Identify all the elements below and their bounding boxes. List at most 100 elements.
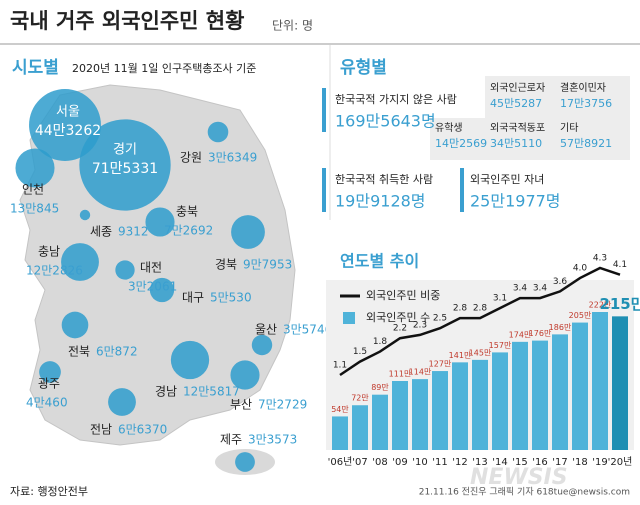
bar <box>352 405 368 450</box>
bar <box>612 316 628 450</box>
chart-title: 연도별 추이 <box>340 252 419 271</box>
x-tick-label: '13 <box>472 457 487 468</box>
x-tick-label: '20년 <box>608 456 633 468</box>
bar-label: 186만 <box>549 323 572 332</box>
region-bubble <box>231 215 265 249</box>
bar-label: 215만 <box>599 295 640 313</box>
line-label: 2.8 <box>453 304 468 314</box>
breakdown-value: 57만8921 <box>560 137 612 150</box>
region-name: 전남 <box>90 423 112 437</box>
x-tick-label: '15 <box>512 457 527 468</box>
accent-bar <box>322 168 326 212</box>
title: 국내 거주 외국인주민 현황 <box>10 9 244 33</box>
bar <box>332 416 348 450</box>
breakdown-label: 외국국적동포 <box>490 122 545 134</box>
legend-label: 외국인주민 수 <box>366 311 430 324</box>
line-label: 4.1 <box>613 260 627 270</box>
line-label: 3.4 <box>513 284 528 294</box>
line <box>339 266 621 377</box>
bar <box>432 371 448 450</box>
legend-swatch <box>343 312 355 324</box>
region-name: 경남 <box>155 385 177 399</box>
bar <box>472 359 488 450</box>
bar-label: 114만 <box>409 368 432 377</box>
region-bubble <box>115 260 135 280</box>
type-value: 169만5643명 <box>335 112 436 131</box>
region-name: 세종 <box>90 225 112 239</box>
breakdown-label: 기타 <box>560 122 578 134</box>
credit: 21.11.16 전진우 그래픽 기자 618tue@newsis.com <box>419 487 630 498</box>
bar-label: 141만 <box>449 351 472 360</box>
region-name: 인천 <box>22 182 44 197</box>
region-bubble <box>145 207 175 237</box>
region-value: 6만872 <box>96 345 138 359</box>
region-name: 부산 <box>230 398 252 412</box>
type-label: 외국인주민 자녀 <box>470 173 544 186</box>
box <box>485 76 630 118</box>
region-value: 44만3262 <box>35 123 101 139</box>
accent-bar <box>460 168 464 212</box>
bar <box>592 312 608 450</box>
box <box>430 118 630 160</box>
line-label: 4.0 <box>573 264 588 274</box>
region-name: 제주 <box>220 433 242 447</box>
bar-label: 127만 <box>429 360 452 369</box>
region-bubble <box>29 89 101 161</box>
bar <box>532 340 548 450</box>
x-tick-label: '16 <box>532 457 547 468</box>
region-bubble <box>251 334 273 356</box>
x-tick-label: '07 <box>352 457 367 468</box>
bar <box>412 379 428 450</box>
x-tick-label: '19 <box>592 457 607 468</box>
region-bubble <box>230 360 260 390</box>
region-name: 전북 <box>68 345 90 359</box>
breakdown-value: 34만5110 <box>490 137 542 150</box>
accent-bar <box>322 88 326 132</box>
breakdown-label: 결혼이민자 <box>560 81 606 94</box>
bar <box>452 362 468 450</box>
region-name: 대전 <box>140 261 162 275</box>
x-tick-label: '14 <box>492 457 507 468</box>
bar <box>392 381 408 450</box>
type-value: 25만1977명 <box>470 192 561 211</box>
region-value: 3만2061 <box>128 280 177 294</box>
breakdown-label: 유학생 <box>435 122 463 134</box>
bar-label: 157만 <box>489 341 512 350</box>
line-label: 2.5 <box>433 314 447 324</box>
region-bubble <box>79 209 91 221</box>
region-name: 울산 <box>255 323 277 337</box>
region-bubble <box>108 388 136 416</box>
bar-label: 72만 <box>351 394 369 403</box>
region-bubble <box>15 148 55 188</box>
breakdown-value: 17만3756 <box>560 97 612 110</box>
region-bubble <box>170 340 210 380</box>
source: 자료: 행정안전부 <box>10 485 88 498</box>
x-tick-label: '06년 <box>328 456 353 468</box>
region-value: 3만5746 <box>283 323 332 337</box>
region-bubble <box>61 311 89 339</box>
x-tick-label: '11 <box>432 457 447 468</box>
x-tick-label: '17 <box>552 457 567 468</box>
line-label: 2.2 <box>393 324 407 334</box>
region-name: 서울 <box>56 105 80 120</box>
region-name: 충북 <box>176 205 198 219</box>
region-bubble <box>149 277 175 303</box>
regions-note: 2020년 11월 1일 인구주택총조사 기준 <box>72 61 256 75</box>
bar <box>492 352 508 450</box>
region-bubble <box>39 361 61 383</box>
type-value: 19만9128명 <box>335 192 426 211</box>
region-value: 71만5331 <box>92 161 158 177</box>
region-bubble <box>235 452 255 472</box>
line-label: 2.3 <box>413 320 427 330</box>
bar <box>372 394 388 450</box>
region-name: 경북 <box>215 258 237 272</box>
x-tick-label: '12 <box>452 457 467 468</box>
bar-label: 111만 <box>389 370 412 379</box>
type-label: 한국국적 취득한 사람 <box>335 173 433 186</box>
region-name: 충남 <box>38 245 60 259</box>
types-title: 유형별 <box>340 57 387 78</box>
region-value: 5만530 <box>210 291 252 305</box>
region-bubble <box>61 243 99 281</box>
region-value: 13만845 <box>10 202 59 216</box>
